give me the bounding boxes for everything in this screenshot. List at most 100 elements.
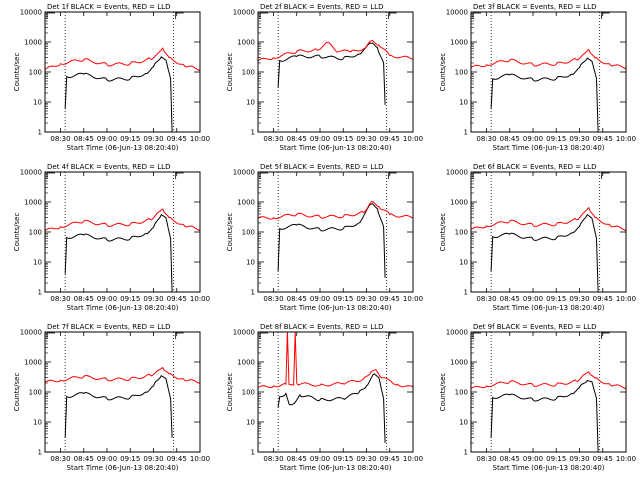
series-line-events [277,42,386,105]
x-tick-label: 09:15 [120,455,140,463]
x-tick-label: 08:30 [476,135,496,143]
y-axis-label: Counts/sec [439,213,447,252]
corner-marker [175,332,184,339]
x-tick-label: 08:45 [74,455,94,463]
x-tick-label: 10:00 [403,455,423,463]
x-tick-label: 09:30 [143,455,163,463]
series-line-events [490,213,599,293]
x-axis-label: Start Time (06-Jun-13 08:20:40) [493,304,605,312]
panel-title: Det 4f BLACK = Events, RED = LLD [47,163,170,171]
x-axis-label: Start Time (06-Jun-13 08:20:40) [67,144,179,152]
panel-title: Det 6f BLACK = Events, RED = LLD [473,163,596,171]
series-line-lld [257,39,414,62]
y-tick-label: 1000 [450,199,468,207]
y-tick-label: 1 [38,129,42,137]
y-axis-label: Counts/sec [439,373,447,412]
x-tick-label: 08:45 [287,455,307,463]
corner-marker [472,12,481,19]
y-tick-label: 100 [29,389,42,397]
y-tick-label: 10 [246,419,255,427]
x-axis-label: Start Time (06-Jun-13 08:20:40) [67,304,179,312]
y-tick-label: 1 [251,289,255,297]
series-line-events [277,373,386,444]
x-tick-label: 08:30 [263,135,283,143]
x-tick-label: 09:45 [593,295,613,303]
y-tick-label: 10 [246,99,255,107]
x-tick-label: 09:30 [569,295,589,303]
x-tick-label: 09:15 [546,135,566,143]
y-tick-label: 1000 [237,39,255,47]
y-axis-label: Counts/sec [226,53,234,92]
x-tick-label: 09:30 [569,455,589,463]
plot-frame [257,11,414,133]
x-tick-label: 09:00 [97,295,117,303]
series-line-lld [470,371,627,390]
detector-panel-6: Det 6f BLACK = Events, RED = LLD 1 10 100 10… [439,163,636,312]
plot-frame [44,11,201,133]
y-tick-label: 10000 [20,9,42,17]
y-tick-label: 100 [29,69,42,77]
series-line-lld [470,206,627,232]
y-axis-label: Counts/sec [13,53,21,92]
x-tick-label: 09:30 [143,295,163,303]
x-tick-label: 10:00 [403,135,423,143]
plot-frame [257,331,414,453]
corner-marker [46,172,55,179]
x-tick-label: 09:15 [546,295,566,303]
y-axis-label: Counts/sec [13,213,21,252]
corner-marker [259,332,268,339]
y-tick-label: 100 [455,229,468,237]
y-tick-label: 10 [459,99,468,107]
corner-marker [46,12,55,19]
corner-marker [175,12,184,19]
y-axis-label: Counts/sec [226,373,234,412]
x-tick-label: 09:45 [167,135,187,143]
x-tick-label: 10:00 [190,455,210,463]
y-tick-label: 1 [464,289,468,297]
series-line-lld [470,48,627,70]
y-tick-label: 1000 [450,359,468,367]
x-tick-label: 08:45 [74,295,94,303]
series-line-lld [257,331,414,389]
x-tick-label: 08:30 [476,295,496,303]
x-tick-label: 08:45 [287,295,307,303]
x-tick-label: 09:00 [97,455,117,463]
series-line-lld [44,366,201,384]
y-tick-label: 100 [455,389,468,397]
x-tick-label: 08:30 [263,295,283,303]
series-line-events [490,380,599,453]
detector-panel-1: Det 1f BLACK = Events, RED = LLD 1 10 100 10… [13,3,210,152]
x-tick-label: 08:30 [50,135,70,143]
y-tick-label: 100 [29,229,42,237]
x-tick-label: 08:45 [74,135,94,143]
corner-marker [175,172,184,179]
x-tick-label: 09:15 [120,135,140,143]
x-tick-label: 09:45 [380,455,400,463]
x-tick-label: 09:45 [167,295,187,303]
x-tick-label: 10:00 [190,295,210,303]
x-tick-label: 08:30 [263,455,283,463]
y-tick-label: 10 [33,259,42,267]
plot-frame [44,171,201,293]
corner-marker [472,332,481,339]
x-tick-label: 09:30 [356,455,376,463]
panel-title: Det 8f BLACK = Events, RED = LLD [260,323,383,331]
x-tick-label: 09:30 [569,135,589,143]
panel-title: Det 1f BLACK = Events, RED = LLD [47,3,170,11]
detector-panel-2: Det 2f BLACK = Events, RED = LLD 1 10 100 10… [226,3,423,152]
x-tick-label: 09:45 [380,295,400,303]
y-tick-label: 10000 [233,329,255,337]
panel-title: Det 3f BLACK = Events, RED = LLD [473,3,596,11]
x-tick-label: 08:45 [500,455,520,463]
y-tick-label: 1000 [24,199,42,207]
y-tick-label: 10 [246,259,255,267]
detector-panel-7: Det 7f BLACK = Events, RED = LLD 1 10 100 10… [13,323,210,472]
x-tick-label: 09:00 [523,295,543,303]
x-tick-label: 09:45 [167,455,187,463]
y-tick-label: 1 [251,129,255,137]
y-tick-label: 10000 [446,329,468,337]
corner-marker [472,172,481,179]
x-tick-label: 10:00 [616,455,636,463]
x-tick-label: 09:00 [523,135,543,143]
